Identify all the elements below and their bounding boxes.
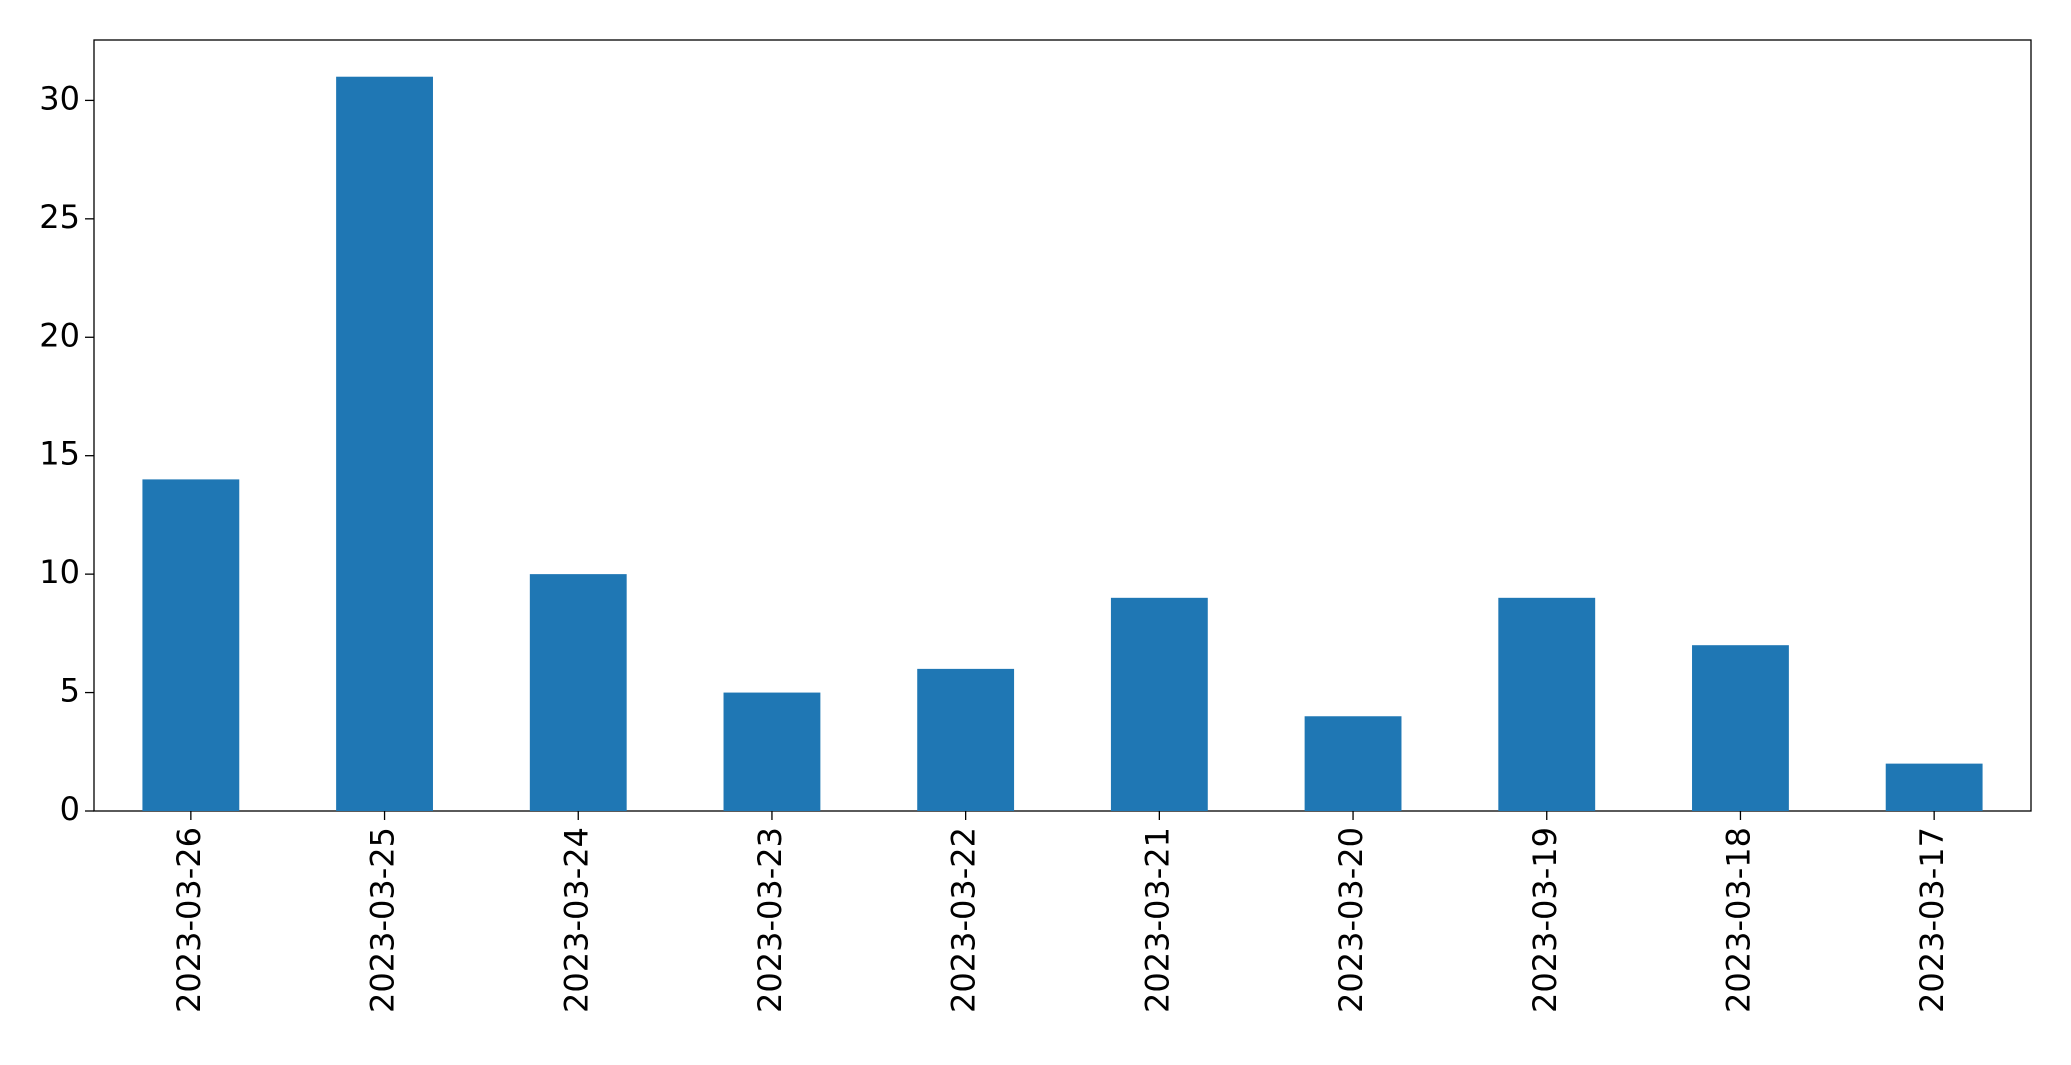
bar [1692,645,1789,811]
x-tick-label: 2023-03-25 [364,827,402,1013]
plot-frame [93,39,2032,812]
y-tick-label: 30 [39,79,80,117]
bar [142,479,240,811]
bar [917,668,1015,811]
x-tick-label: 2023-03-21 [1138,827,1176,1013]
bar [1304,716,1402,811]
bar [723,692,821,811]
bar [1498,597,1596,811]
y-tick-label: 5 [60,672,80,710]
y-tick-label: 10 [39,553,80,591]
x-tick-label: 2023-03-26 [170,827,208,1013]
bar [336,76,433,811]
bar [1885,763,1983,811]
bar [1110,597,1208,811]
x-tick-label: 2023-03-17 [1913,827,1951,1013]
y-tick-label: 25 [39,198,80,236]
y-tick-label: 15 [39,435,80,473]
x-tick-label: 2023-03-23 [751,827,789,1013]
y-tick-label: 0 [60,790,80,828]
y-tick-label: 20 [39,316,80,354]
x-tick-label: 2023-03-22 [945,827,983,1013]
x-tick-label: 2023-03-18 [1719,827,1757,1013]
bar [529,574,627,811]
x-tick-label: 2023-03-24 [557,827,595,1013]
x-tick-label: 2023-03-20 [1332,827,1370,1013]
x-tick-label: 2023-03-19 [1526,827,1564,1013]
